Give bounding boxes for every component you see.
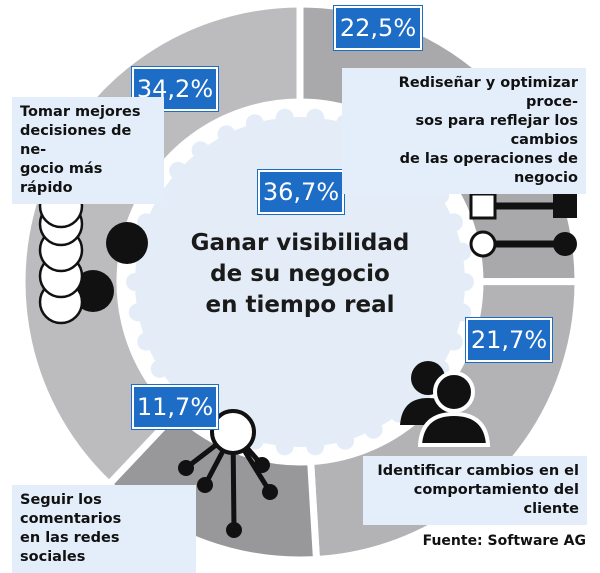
badge-rediseñar: 22,5%	[334, 6, 422, 50]
center-fill	[135, 117, 465, 447]
badge-seguir: 11,7%	[132, 385, 218, 429]
social-node-3	[226, 522, 242, 538]
label-line: comportamiento del cliente	[413, 482, 579, 517]
label-seguir: Seguir los comentarios en las redes soci…	[12, 485, 196, 573]
center-line: en tiempo real	[205, 292, 395, 318]
center-line: Ganar visibilidad	[190, 230, 410, 256]
social-hub	[210, 409, 256, 455]
label-line: decisiones de ne-	[20, 123, 132, 158]
process-circle-open-2	[469, 230, 497, 258]
process-square-filled	[553, 194, 577, 218]
badge-center: 36,7%	[258, 170, 344, 214]
people-icon	[400, 361, 491, 447]
label-line: Rediseñar y optimizar proce-	[398, 75, 578, 110]
label-line: Seguir los comentarios	[20, 492, 122, 527]
center-line: de su negocio	[210, 261, 390, 287]
source-note: Fuente: Software AG	[422, 533, 586, 549]
process-circle-filled-2	[553, 232, 577, 256]
label-tomar: Tomar mejores decisiones de ne- gocio má…	[12, 97, 164, 204]
label-line: Identificar cambios en el	[377, 463, 579, 479]
label-identificar: Identificar cambios en el comportamiento…	[363, 456, 587, 525]
center-title: Ganar visibilidad de su negocio en tiemp…	[185, 228, 415, 321]
label-line: sos para reflejar los cambios	[415, 113, 578, 148]
social-node-5	[262, 484, 278, 500]
label-line: en las redes sociales	[20, 530, 120, 565]
social-node-4	[254, 457, 270, 473]
social-node-2	[197, 477, 213, 493]
stacked-circles-icon	[38, 183, 148, 325]
label-line: de las operaciones de negocio	[399, 151, 578, 186]
badge-identificar: 21,7%	[466, 318, 552, 362]
label-line: gocio más rápido	[20, 161, 103, 196]
social-node-1	[178, 460, 194, 476]
process-square-open	[469, 192, 497, 220]
label-rediseñar: Rediseñar y optimizar proce- sos para re…	[342, 68, 586, 194]
label-line: Tomar mejores	[20, 104, 141, 120]
